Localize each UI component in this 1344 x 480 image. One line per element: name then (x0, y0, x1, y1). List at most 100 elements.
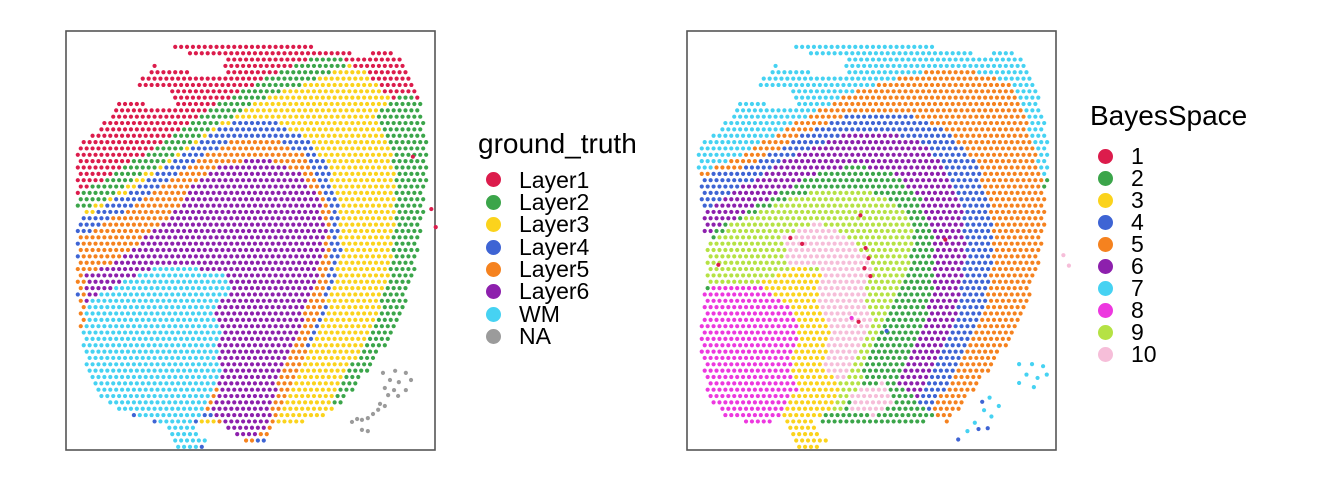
spot (158, 343, 163, 348)
spot (332, 222, 337, 227)
spot (359, 330, 364, 335)
spot (353, 76, 358, 81)
spot (276, 114, 281, 119)
spot (749, 254, 755, 259)
spot (122, 279, 128, 284)
spot (261, 273, 266, 278)
spot (249, 412, 255, 418)
spot (208, 273, 213, 278)
spot (90, 146, 95, 151)
spot (388, 101, 393, 107)
spot (108, 260, 113, 265)
spot (370, 266, 376, 272)
spot (241, 101, 246, 107)
spot (900, 209, 905, 215)
spot (717, 146, 722, 151)
spot (1000, 57, 1005, 62)
spot (983, 235, 988, 240)
spot (903, 241, 908, 246)
spot (856, 266, 861, 272)
spot (122, 114, 128, 119)
spot (711, 146, 716, 151)
spot (137, 387, 142, 392)
spot (773, 114, 778, 119)
spot (226, 197, 231, 202)
spot (297, 374, 302, 380)
spot (929, 235, 935, 240)
spot (285, 298, 290, 303)
spot (409, 159, 414, 164)
spot (994, 184, 1000, 189)
spot (814, 165, 819, 170)
spot (758, 108, 763, 113)
spot (288, 279, 293, 284)
spot (776, 247, 781, 253)
spot (158, 419, 163, 424)
spot (134, 317, 139, 322)
spot (184, 222, 190, 227)
spot (232, 311, 237, 316)
spot (1015, 266, 1020, 272)
spot (997, 190, 1003, 195)
spot (220, 247, 225, 253)
spot (246, 178, 252, 183)
spot (811, 197, 817, 202)
spot (90, 349, 95, 354)
spot (971, 184, 976, 189)
spot (379, 286, 384, 291)
spot (149, 362, 154, 367)
spot (362, 82, 367, 88)
spot (241, 165, 246, 170)
spot (338, 324, 343, 329)
spot (800, 260, 805, 265)
spot (332, 159, 337, 164)
spot (305, 152, 311, 157)
spot (696, 165, 701, 170)
spot (1024, 120, 1029, 126)
spot (229, 292, 234, 297)
spot (329, 76, 334, 81)
spot (202, 95, 207, 100)
spot (823, 260, 828, 265)
spot (158, 406, 163, 411)
spot (1039, 241, 1044, 246)
spot (184, 235, 190, 240)
spot (924, 120, 929, 126)
spot (770, 247, 775, 253)
spot (137, 247, 142, 253)
spot (208, 171, 213, 176)
spot (885, 203, 890, 208)
spot (1000, 197, 1005, 202)
spot (980, 127, 985, 132)
spot (915, 165, 920, 170)
spot (193, 89, 198, 94)
spot (285, 184, 290, 189)
spot (746, 133, 752, 138)
spot (276, 228, 281, 234)
spot (894, 260, 899, 265)
spot (841, 108, 846, 113)
spot (903, 203, 908, 208)
spot (258, 419, 263, 424)
spot (800, 133, 805, 138)
spot (779, 203, 784, 208)
spot (409, 133, 414, 138)
spot (729, 120, 734, 126)
spot (288, 368, 293, 373)
spot (1033, 190, 1038, 195)
spot (814, 241, 819, 246)
spot (385, 171, 390, 176)
spot (983, 247, 988, 253)
spot (187, 165, 193, 170)
spot (190, 120, 196, 126)
spot (137, 82, 142, 88)
spot (746, 222, 752, 227)
spot (335, 101, 340, 107)
spot (199, 89, 204, 94)
spot (276, 89, 281, 94)
spot (797, 203, 802, 208)
spot (211, 254, 216, 259)
spot (341, 178, 346, 183)
spot (246, 51, 252, 56)
spot (323, 178, 328, 183)
